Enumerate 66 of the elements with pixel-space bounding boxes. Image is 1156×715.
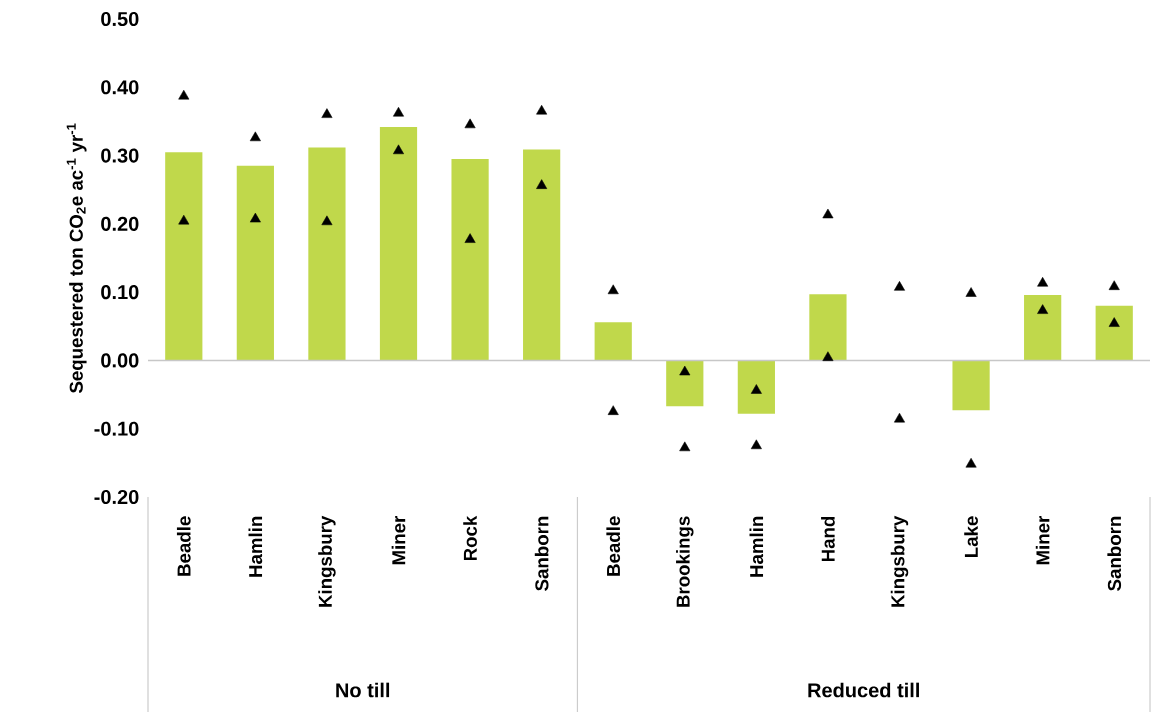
x-tick-label: Hamlin bbox=[248, 516, 263, 577]
x-tick-label: Miner bbox=[391, 515, 406, 565]
x-tick-label: Beadle bbox=[606, 516, 621, 576]
point bbox=[393, 106, 404, 117]
point bbox=[249, 212, 261, 223]
point bbox=[536, 104, 548, 115]
point bbox=[822, 208, 834, 219]
bar bbox=[236, 165, 274, 361]
y-tick-label: 0.30 bbox=[101, 148, 139, 163]
point bbox=[464, 118, 476, 129]
x-tick-label: Hand bbox=[821, 516, 835, 562]
point bbox=[679, 441, 691, 452]
point bbox=[178, 89, 190, 100]
point bbox=[464, 233, 476, 243]
bar bbox=[666, 360, 704, 407]
x-tick-label: Kingsbury bbox=[318, 515, 336, 607]
point bbox=[679, 365, 691, 376]
y-tick-label: 0.10 bbox=[101, 285, 139, 300]
y-tick-label: 0.50 bbox=[101, 11, 139, 27]
y-tick-label: 0.20 bbox=[101, 216, 139, 231]
point bbox=[178, 214, 190, 225]
point bbox=[536, 179, 548, 189]
x-tick-label: Miner bbox=[1035, 515, 1050, 565]
bar bbox=[1024, 294, 1062, 361]
point bbox=[607, 405, 619, 415]
text: No till bbox=[336, 682, 390, 698]
bar bbox=[952, 360, 990, 411]
point bbox=[750, 384, 762, 394]
x-tick-label: Rock bbox=[463, 515, 477, 561]
x-tick-label: Beadle bbox=[176, 516, 191, 576]
point bbox=[1108, 280, 1120, 290]
y-axis-title: Sequestered ton CO$_{2}$e ac$^{-1}$ yr$^{-1}$ bbox=[66, 123, 87, 394]
point bbox=[393, 144, 404, 155]
x-tick-label: Brookings bbox=[676, 516, 694, 607]
point bbox=[1108, 317, 1120, 327]
point bbox=[1037, 304, 1049, 314]
bar bbox=[523, 149, 561, 361]
y-tick-label: 0.00 bbox=[101, 353, 139, 368]
x-tick-label: Sanborn bbox=[1107, 516, 1122, 591]
point bbox=[822, 351, 834, 361]
y-tick-label: -0.10 bbox=[94, 421, 139, 436]
point bbox=[321, 215, 333, 226]
bar bbox=[308, 147, 346, 361]
point bbox=[607, 284, 619, 295]
bar bbox=[594, 322, 632, 361]
bar bbox=[737, 360, 775, 414]
x-tick-label: Kingsbury bbox=[890, 515, 909, 607]
bar bbox=[809, 294, 847, 361]
point bbox=[1037, 277, 1049, 287]
bar bbox=[1095, 305, 1133, 361]
x-tick-label: Sanborn bbox=[534, 516, 549, 591]
y-tick-label: 0.40 bbox=[101, 80, 139, 95]
point bbox=[750, 439, 762, 450]
y-tick-label: -0.20 bbox=[94, 489, 139, 505]
point bbox=[321, 108, 333, 118]
point bbox=[894, 412, 905, 423]
bar bbox=[451, 158, 489, 361]
x-tick-label: Lake bbox=[964, 516, 978, 557]
bar bbox=[379, 126, 418, 361]
x-tick-label: Hamlin bbox=[749, 516, 764, 577]
point bbox=[965, 287, 977, 297]
point bbox=[249, 131, 261, 142]
text: Reduced till bbox=[808, 682, 919, 698]
point bbox=[894, 281, 905, 291]
point bbox=[965, 457, 977, 468]
bar bbox=[165, 152, 203, 361]
